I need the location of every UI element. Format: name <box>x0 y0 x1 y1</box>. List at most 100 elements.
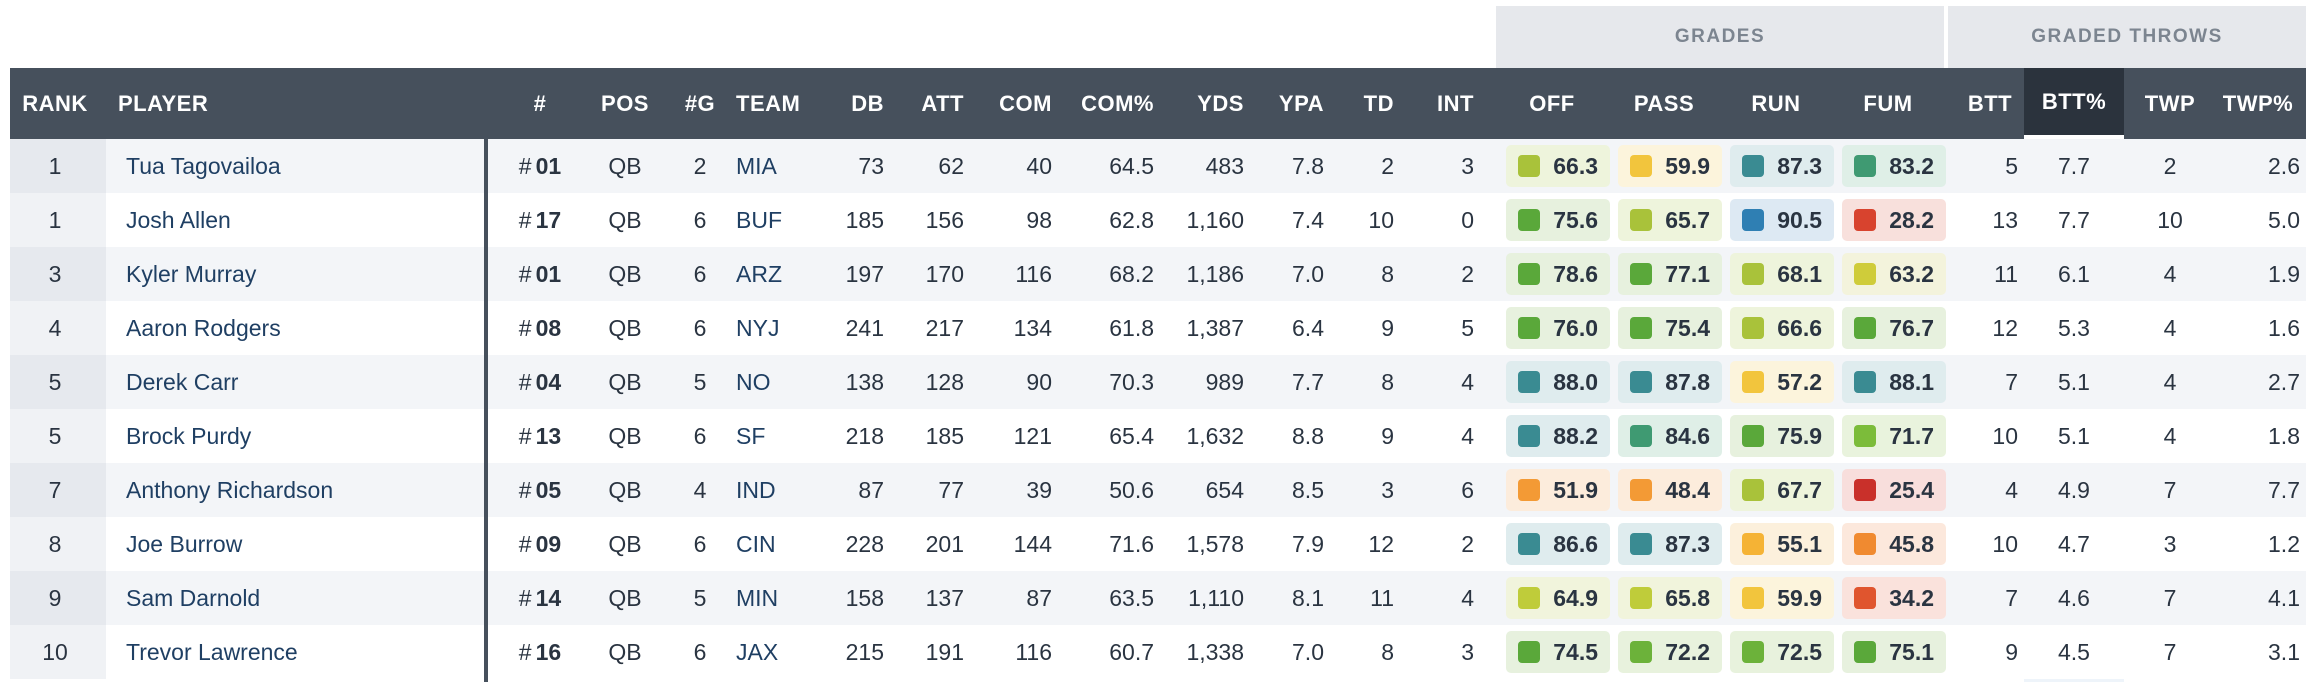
cell-team[interactable]: ARZ <box>736 260 782 287</box>
grade-value: 75.9 <box>1777 422 1822 449</box>
cell-twp-pct: 1.8 <box>2268 422 2300 449</box>
col-header-int[interactable]: INT <box>1437 90 1474 116</box>
cell-btt-pct: 5.3 <box>2058 314 2090 341</box>
cell-com-pct: 50.6 <box>1109 476 1154 503</box>
col-header-twp-pct[interactable]: TWP% <box>2222 90 2294 116</box>
cell-player[interactable]: Trevor Lawrence <box>126 638 298 665</box>
grade-value: 75.1 <box>1889 638 1934 665</box>
cell-btt-pct: 5.1 <box>2058 368 2090 395</box>
table-row[interactable]: 7 Anthony Richardson IND QB 4 87 77 39 50.6 654 8.… <box>10 463 2306 517</box>
col-header-rank[interactable]: RANK <box>22 90 88 116</box>
cell-team[interactable]: NO <box>736 368 771 395</box>
cell-td: 3 <box>1381 476 1394 503</box>
grade-value: 84.6 <box>1665 422 1710 449</box>
table-row[interactable]: 3 Kyler Murray ARZ QB 6 197 170 116 68.2 1,186 7.0… <box>10 247 2306 301</box>
cell-twp: 10 <box>2157 206 2183 233</box>
grade-run: 55.1 <box>1730 523 1834 565</box>
cell-ypa: 7.0 <box>1292 638 1324 665</box>
col-header-com[interactable]: COM <box>999 90 1052 116</box>
cell-team[interactable]: JAX <box>736 638 779 665</box>
cell-yds: 1,110 <box>1188 584 1244 611</box>
cell-int: 6 <box>1461 476 1474 503</box>
grade-swatch-icon <box>1742 533 1764 555</box>
col-header-com-pct[interactable]: COM% <box>1081 90 1154 116</box>
col-header-team[interactable]: TEAM <box>736 90 801 116</box>
col-header-btt-pct[interactable]: BTT% <box>2024 68 2124 139</box>
cell-yds: 1,387 <box>1186 314 1244 341</box>
cell-player[interactable]: Sam Darnold <box>126 584 261 611</box>
col-header-pos[interactable]: POS <box>601 90 649 116</box>
col-header-td[interactable]: TD <box>1363 90 1394 116</box>
grade-value: 75.6 <box>1553 206 1598 233</box>
cell-jersey-number: #01 <box>500 139 580 193</box>
cell-team[interactable]: SF <box>736 422 766 449</box>
table-row[interactable]: 9 Sam Darnold MIN QB 5 158 137 87 63.5 1,110 8.1 11… <box>10 571 2306 625</box>
cell-games: 2 <box>693 152 707 179</box>
cell-player[interactable]: Josh Allen <box>126 206 231 233</box>
cell-player[interactable]: Derek Carr <box>126 368 239 395</box>
table-row[interactable]: 10 Trevor Lawrence JAX QB 6 215 191 116 60.7 1,33… <box>10 625 2306 679</box>
cell-rank: 5 <box>48 368 62 395</box>
grade-pass: 59.9 <box>1618 145 1722 187</box>
col-header-off[interactable]: OFF <box>1529 90 1575 116</box>
cell-team[interactable]: BUF <box>736 206 782 233</box>
col-header-btt[interactable]: BTT <box>1967 90 2013 116</box>
jersey-number: 09 <box>535 530 562 557</box>
table-row[interactable]: 8 Joe Burrow CIN QB 6 228 201 144 71.6 1,578 7.9 12… <box>10 517 2306 571</box>
cell-jersey-number: #04 <box>500 355 580 409</box>
table-row[interactable]: 4 Aaron Rodgers NYJ QB 6 241 217 134 61.8 1,387 6.… <box>10 301 2306 355</box>
grade-swatch-icon <box>1742 425 1764 447</box>
cell-td: 2 <box>1381 152 1394 179</box>
cell-team[interactable]: NYJ <box>736 314 780 341</box>
cell-team[interactable]: MIN <box>736 584 779 611</box>
cell-player[interactable]: Tua Tagovailoa <box>126 152 281 179</box>
col-header-pass[interactable]: PASS <box>1633 90 1695 116</box>
col-header-player[interactable]: PLAYER <box>118 90 209 116</box>
col-header-number[interactable]: # <box>533 90 547 116</box>
cell-player[interactable]: Joe Burrow <box>126 530 243 557</box>
cell-yds: 483 <box>1205 152 1244 179</box>
col-header-ypa[interactable]: YPA <box>1278 90 1324 116</box>
cell-team[interactable]: IND <box>736 476 776 503</box>
jersey-prefix: # <box>518 260 532 287</box>
cell-twp: 7 <box>2163 476 2177 503</box>
table-row[interactable]: 1 Tua Tagovailoa MIA QB 2 73 62 40 64.5 483 7.8 2 3 5… <box>10 139 2306 193</box>
table-row[interactable]: 1 Josh Allen BUF QB 6 185 156 98 62.8 1,160 7.4 10 0… <box>10 193 2306 247</box>
table-row[interactable]: 5 Brock Purdy SF QB 6 218 185 121 65.4 1,632 8.8 9 4… <box>10 409 2306 463</box>
cell-pos: QB <box>608 260 642 287</box>
cell-ypa: 6.4 <box>1292 314 1324 341</box>
grade-fum: 83.2 <box>1842 145 1946 187</box>
cell-team[interactable]: MIA <box>736 152 777 179</box>
cell-player[interactable]: Aaron Rodgers <box>126 314 281 341</box>
cell-yds: 989 <box>1205 368 1244 395</box>
cell-btt: 5 <box>2005 152 2018 179</box>
cell-rank: 10 <box>42 638 68 665</box>
grade-value: 57.2 <box>1777 368 1822 395</box>
col-header-games[interactable]: #G <box>684 90 716 116</box>
cell-player[interactable]: Brock Purdy <box>126 422 252 449</box>
cell-player[interactable]: Anthony Richardson <box>126 476 334 503</box>
col-header-fum[interactable]: FUM <box>1863 90 1913 116</box>
cell-twp-pct: 5.0 <box>2268 206 2300 233</box>
grade-off: 78.6 <box>1506 253 1610 295</box>
cell-com: 40 <box>1026 152 1052 179</box>
cell-player[interactable]: Kyler Murray <box>126 260 257 287</box>
grade-value: 63.2 <box>1889 260 1934 287</box>
col-header-run[interactable]: RUN <box>1751 90 1801 116</box>
grade-value: 55.1 <box>1777 530 1822 557</box>
cell-att: 137 <box>925 584 964 611</box>
grade-value: 68.1 <box>1777 260 1822 287</box>
cell-yds: 654 <box>1205 476 1244 503</box>
grade-swatch-icon <box>1742 155 1764 177</box>
grade-value: 45.8 <box>1889 530 1934 557</box>
col-header-db[interactable]: DB <box>851 90 884 116</box>
cell-twp-pct: 4.1 <box>2268 584 2300 611</box>
col-header-twp[interactable]: TWP <box>2144 90 2196 116</box>
cell-team[interactable]: CIN <box>736 530 776 557</box>
col-header-yds[interactable]: YDS <box>1197 90 1244 116</box>
grade-off: 88.2 <box>1506 415 1610 457</box>
col-header-att[interactable]: ATT <box>921 90 964 116</box>
cell-db: 197 <box>845 260 884 287</box>
table-row[interactable]: 5 Derek Carr NO QB 5 138 128 90 70.3 989 7.7 8 4 7 5.1… <box>10 355 2306 409</box>
grade-fum: 25.4 <box>1842 469 1946 511</box>
